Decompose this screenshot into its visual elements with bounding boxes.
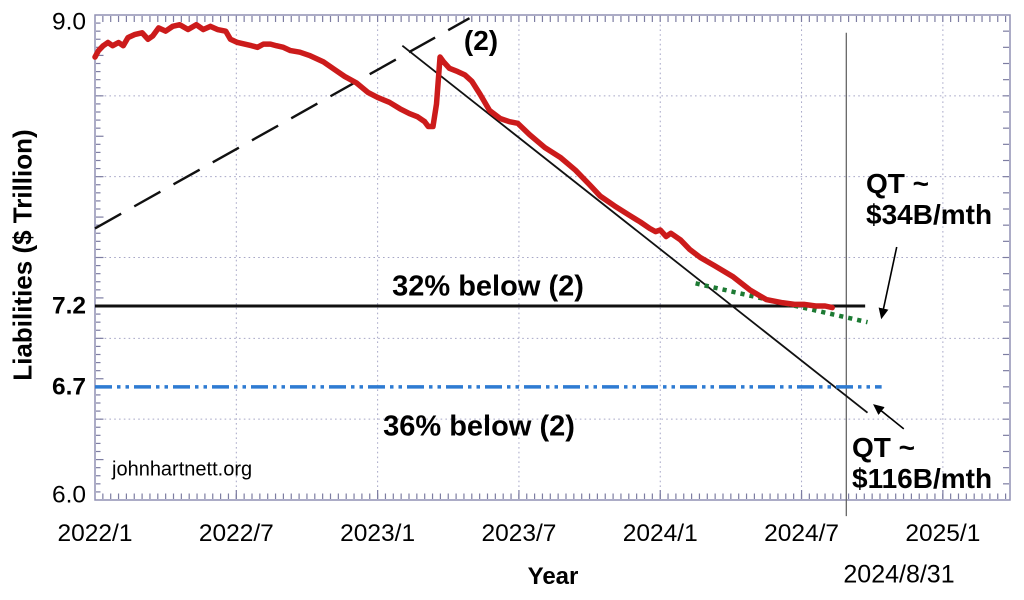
x-tick-label: 2022/7 [199, 520, 274, 547]
date-annotation: 2024/8/31 [843, 560, 955, 589]
x-tick-label: 2023/1 [340, 520, 415, 547]
y-tick-label: 6.7 [52, 373, 86, 400]
series-qt-34-trendline [695, 281, 869, 325]
x-tick-label: 2024/7 [764, 520, 839, 547]
line2-label: (2) [463, 25, 499, 56]
x-tick-label: 2025/1 [905, 520, 980, 547]
qt34-annotation: QT ~ $34B/mth [866, 168, 993, 231]
y-axis-title: Liabilities ($ Trillion) [7, 129, 38, 381]
x-axis-title: Year [527, 563, 579, 590]
arrow-to-qt116-line [873, 404, 905, 430]
y-tick-label: 6.0 [52, 482, 86, 509]
pct36-below-label: 36% below (2) [383, 410, 575, 443]
x-tick-label: 2022/1 [58, 520, 133, 547]
series-line-2-projection [94, 17, 471, 230]
x-tick-label: 2023/7 [481, 520, 556, 547]
pct32-below-label: 32% below (2) [392, 270, 584, 303]
y-tick-label: 9.0 [52, 9, 86, 36]
series-fed-liabilities [92, 21, 835, 311]
series-qt-116-trendline [401, 45, 869, 414]
plot-frame [94, 14, 1011, 501]
x-tick-label: 2024/1 [623, 520, 698, 547]
y-tick-label: 7.2 [52, 293, 86, 320]
arrow-to-qt34-line [878, 246, 898, 320]
qt116-annotation: QT ~ $116B/mth [852, 432, 993, 495]
watermark-text: johnhartnett.org [112, 458, 253, 481]
